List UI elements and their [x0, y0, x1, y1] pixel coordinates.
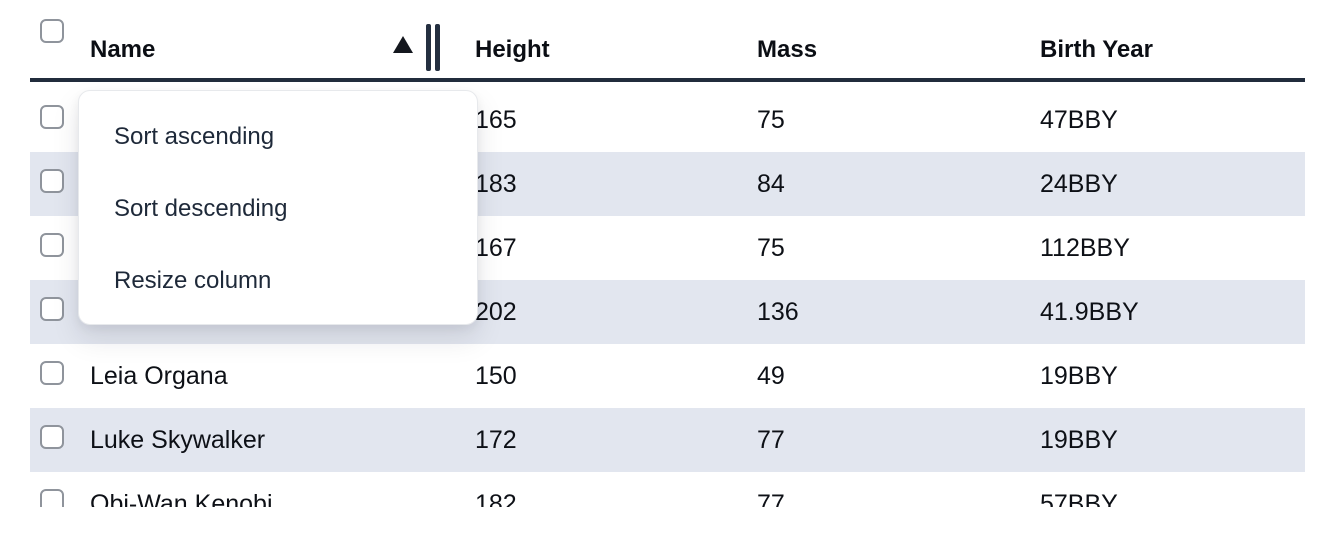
sort-ascending-icon [393, 36, 413, 53]
column-header-birth-year[interactable]: Birth Year [1040, 36, 1153, 63]
cell-birth-year: 19BBY [1040, 361, 1118, 390]
menu-item-sort-descending[interactable]: Sort descending [114, 195, 288, 222]
cell-mass: 75 [757, 105, 785, 134]
column-header-height[interactable]: Height [475, 36, 550, 63]
cell-mass: 77 [757, 425, 785, 454]
table-viewport: Name Height Mass Birth Year 165 75 47BBY [30, 0, 1305, 507]
column-header-name[interactable]: Name [90, 24, 475, 78]
row-checkbox[interactable] [40, 168, 64, 193]
column-resize-handle[interactable] [426, 24, 440, 71]
menu-item-sort-ascending[interactable]: Sort ascending [114, 123, 275, 150]
header-select-cell [30, 19, 90, 78]
cell-height: 167 [475, 233, 517, 262]
select-all-checkbox[interactable] [40, 19, 64, 43]
cell-height: 182 [475, 489, 517, 508]
cell-height: 165 [475, 105, 517, 134]
row-checkbox[interactable] [40, 232, 64, 257]
data-table: Name Height Mass Birth Year 165 75 47BBY [30, 0, 1305, 507]
menu-item-resize-column[interactable]: Resize column [114, 267, 272, 294]
cell-birth-year: 47BBY [1040, 105, 1118, 134]
cell-mass: 75 [757, 233, 785, 262]
row-checkbox[interactable] [40, 360, 64, 385]
table-row: Luke Skywalker 172 77 19BBY [30, 408, 1305, 472]
row-checkbox[interactable] [40, 424, 64, 449]
cell-mass: 84 [757, 169, 785, 198]
table-header-row: Name Height Mass Birth Year [30, 0, 1305, 82]
cell-name: Obi-Wan Kenobi [90, 489, 273, 508]
cell-mass: 136 [757, 297, 799, 326]
column-context-menu: Sort ascending Sort descending Resize co… [78, 90, 478, 325]
cell-height: 183 [475, 169, 517, 198]
cell-name: Luke Skywalker [90, 425, 266, 454]
cell-height: 172 [475, 425, 517, 454]
column-header-name-label: Name [90, 36, 156, 63]
column-header-mass[interactable]: Mass [757, 36, 818, 63]
cell-mass: 77 [757, 489, 785, 508]
cell-birth-year: 41.9BBY [1040, 297, 1139, 326]
row-checkbox[interactable] [40, 296, 64, 321]
table-row: 165 75 47BBY [30, 88, 1305, 152]
cell-birth-year: 24BBY [1040, 169, 1118, 198]
table-row: 202 136 41.9BBY [30, 280, 1305, 344]
table-row: Leia Organa 150 49 19BBY [30, 344, 1305, 408]
cell-mass: 49 [757, 361, 785, 390]
cell-name: Leia Organa [90, 361, 228, 390]
cell-birth-year: 57BBY [1040, 489, 1118, 508]
cell-height: 202 [475, 297, 517, 326]
row-checkbox[interactable] [40, 104, 64, 129]
table-body: 165 75 47BBY 183 84 24BBY 167 75 112BBY [30, 88, 1305, 507]
row-checkbox[interactable] [40, 488, 64, 507]
table-row: 167 75 112BBY [30, 216, 1305, 280]
table-row: Obi-Wan Kenobi 182 77 57BBY [30, 472, 1305, 507]
cell-birth-year: 112BBY [1040, 233, 1130, 262]
cell-height: 150 [475, 361, 517, 390]
cell-birth-year: 19BBY [1040, 425, 1118, 454]
